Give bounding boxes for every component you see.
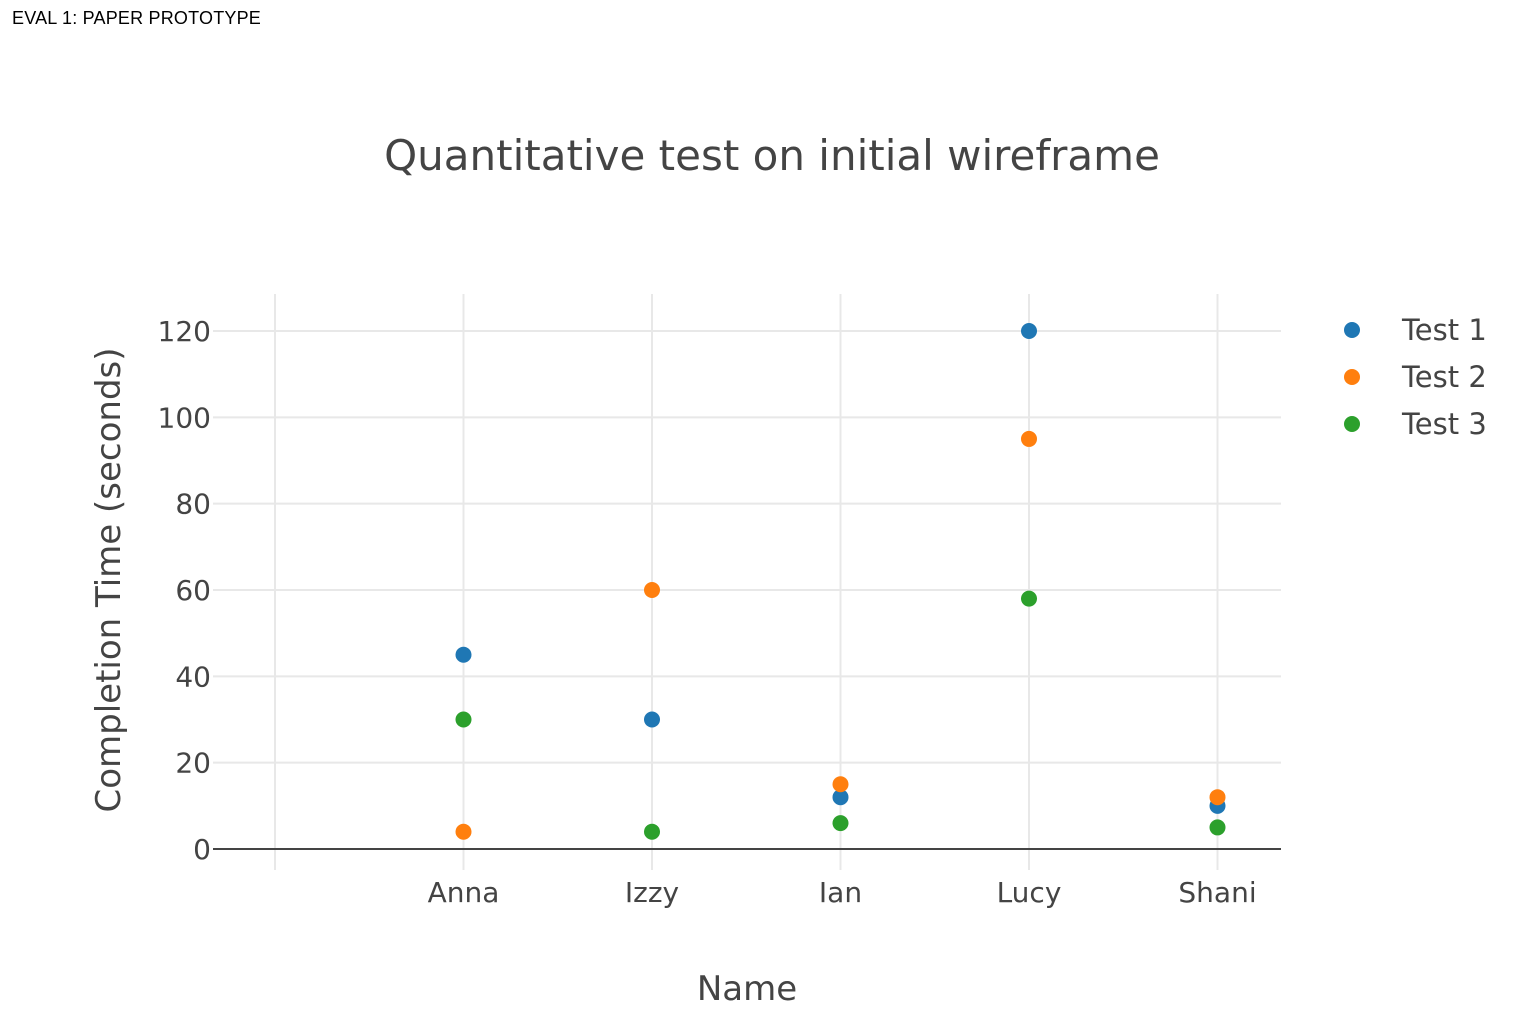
page-header: EVAL 1: PAPER PROTOTYPE [12,8,262,28]
y-tick-label: 80 [175,488,211,521]
grid [213,294,1281,870]
x-tick-label: Lucy [997,876,1062,909]
data-point [644,582,660,598]
series-2 [455,430,1226,840]
y-tick-label: 0 [193,833,211,866]
y-axis-ticks: 0 20 40 60 80 100 120 [158,315,211,866]
legend-item[interactable]: Test 2 [1344,360,1487,394]
data-point [455,823,472,840]
data-point [1021,590,1037,607]
legend-marker [1344,322,1360,338]
data-point [644,823,660,840]
data-point [832,815,849,832]
legend-item[interactable]: Test 1 [1344,313,1487,347]
data-point [1209,819,1226,836]
x-tick-label: Ian [819,876,862,909]
data-point [644,711,660,728]
data-points [455,323,1226,840]
data-point [1021,430,1037,447]
legend-marker [1344,416,1360,432]
legend-label: Test 3 [1401,407,1487,441]
data-point [832,776,849,793]
x-tick-label: Izzy [625,876,679,909]
series-3 [455,590,1226,840]
x-axis-ticks: Anna Izzy Ian Lucy Shani [428,876,1257,909]
y-tick-label: 40 [175,660,211,693]
data-point [455,646,472,663]
data-point [455,711,472,728]
y-axis-label: Completion Time (seconds) [89,347,129,812]
data-point [832,789,849,806]
chart-title: Quantitative test on initial wireframe [384,131,1160,180]
data-point [1021,323,1037,339]
legend[interactable]: Test 1 Test 2 Test 3 [1344,313,1487,441]
y-tick-label: 120 [158,315,211,348]
y-tick-label: 60 [175,574,211,607]
y-tick-label: 20 [175,747,211,780]
x-tick-label: Shani [1178,876,1256,909]
legend-marker [1344,369,1360,385]
y-tick-label: 100 [158,401,211,434]
x-axis-label: Name [697,969,797,1009]
x-tick-label: Anna [428,876,500,909]
legend-label: Test 2 [1401,360,1487,394]
legend-label: Test 1 [1401,313,1487,347]
data-point [1209,789,1226,806]
legend-item[interactable]: Test 3 [1344,407,1487,441]
